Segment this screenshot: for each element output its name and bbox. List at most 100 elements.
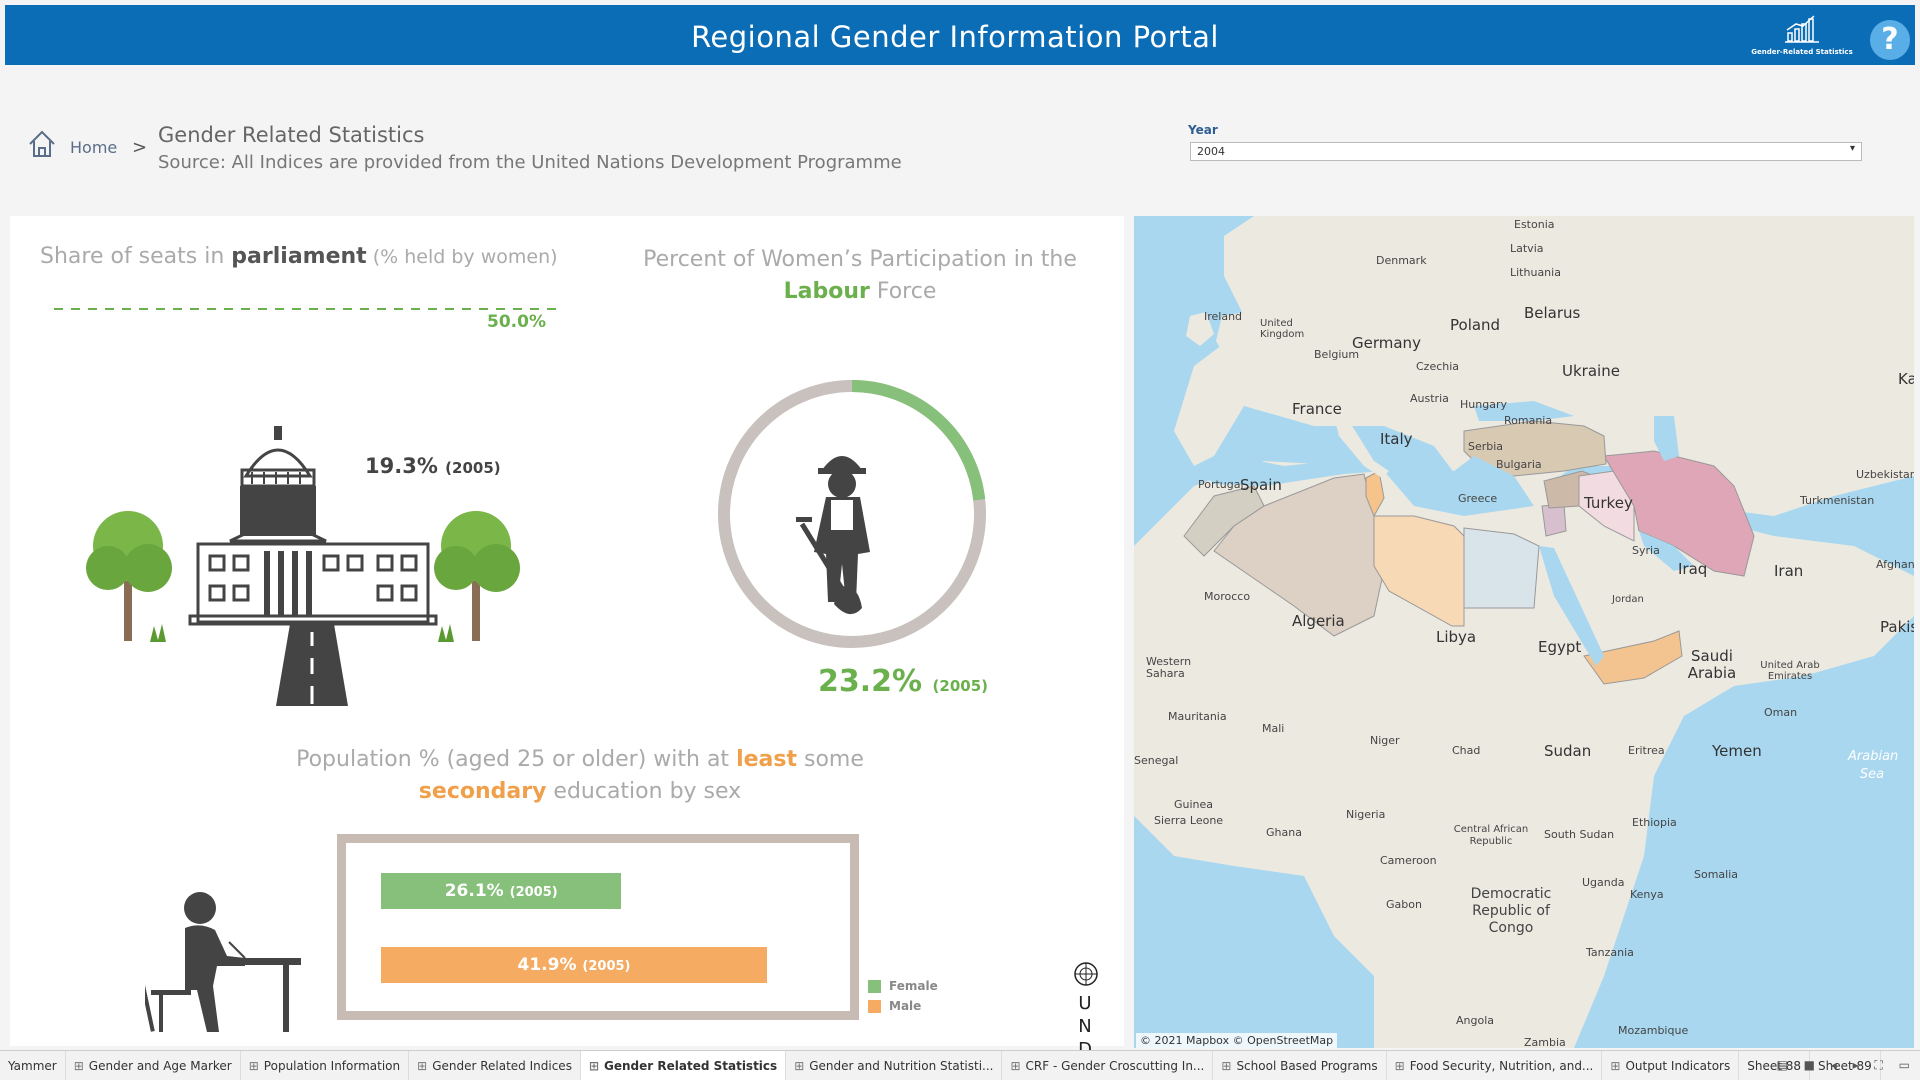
sheet-tab[interactable]: ⊞ CRF - Gender Croscutting In... [1002, 1050, 1214, 1080]
legend-female: Female [868, 976, 938, 996]
map-label-sierra-leone: Sierra Leone [1154, 814, 1224, 827]
parliament-title: Share of seats in parliament (% held by … [40, 244, 558, 269]
map-label-germany: Germany [1352, 334, 1421, 352]
map-label-niger: Niger [1370, 734, 1400, 747]
parliament-target-value: 50.0% [487, 312, 546, 332]
stats-logo[interactable]: Gender-Related Statistics [1747, 15, 1857, 61]
tab-controls[interactable]: ▤ ■ ◂ ▸ ⛶ ▭ [1776, 1058, 1916, 1072]
map-label-uk: United Kingdom [1260, 318, 1305, 340]
map-label-ethiopia: Ethiopia [1632, 816, 1677, 829]
map-label-turkey: Turkey [1584, 494, 1633, 512]
map-label-w-sahara: Western Sahara [1146, 655, 1192, 680]
map-label-ireland: Ireland [1204, 310, 1243, 323]
sheet-tab[interactable]: Sheet 89 [1810, 1050, 1881, 1080]
home-icon[interactable] [26, 128, 58, 160]
year-dropdown[interactable]: 2004 ▾ [1190, 142, 1862, 161]
un-emblem-icon [1074, 962, 1098, 986]
map-label-libya: Libya [1436, 628, 1477, 646]
map-label-arabian-sea: Arabian Sea [1848, 749, 1899, 782]
map-label-uae: United Arab Emirates [1760, 660, 1820, 682]
year-dropdown-value: 2004 [1197, 145, 1225, 158]
labour-value: 23.2% (2005) [818, 664, 988, 699]
tree-right-icon [434, 511, 520, 642]
sheet-tab-label: Sheet 88 [1747, 1058, 1801, 1073]
breadcrumb-separator: > [132, 137, 148, 158]
map-label-gabon: Gabon [1386, 898, 1422, 911]
map-basemap [1134, 216, 1914, 1048]
map-label-belgium: Belgium [1314, 348, 1360, 361]
sheet-tab-label: Yammer [8, 1058, 57, 1073]
map-label-mozambique: Mozambique [1618, 1024, 1689, 1037]
sheet-tab[interactable]: ⊞ Gender Related Indices [409, 1050, 581, 1080]
sheet-tab-label: Output Indicators [1625, 1058, 1731, 1073]
map-label-austria: Austria [1410, 392, 1449, 405]
sheet-tab[interactable]: ⊞ School Based Programs [1213, 1050, 1387, 1080]
sheet-tab[interactable]: ⊞ Gender Related Statistics [580, 1050, 787, 1080]
home-link[interactable]: Home [70, 138, 118, 157]
libya-shape [1373, 515, 1465, 627]
dashboard-grid-icon: ⊞ [1221, 1058, 1232, 1073]
sheet-tab[interactable]: Sheet 88 [1739, 1050, 1810, 1080]
education-title: Population % (aged 25 or older) with at … [296, 747, 864, 804]
map-label-ukraine: Ukraine [1562, 362, 1620, 380]
parliament-value: 19.3% (2005) [365, 454, 501, 478]
sheet-tab-label: Population Information [263, 1058, 401, 1073]
map-label-belarus: Belarus [1524, 304, 1581, 322]
map-label-mali: Mali [1262, 722, 1285, 735]
sheet-tab-label: Sheet 89 [1818, 1058, 1872, 1073]
map-label-somalia: Somalia [1694, 868, 1739, 881]
sheet-tab[interactable]: Yammer [0, 1050, 66, 1080]
sheet-tab[interactable]: ⊞ Gender and Nutrition Statisti... [786, 1050, 1003, 1080]
map-label-tanzania: Tanzania [1586, 946, 1634, 959]
chevron-down-icon[interactable]: ▾ [1849, 143, 1855, 154]
map-label-zambia: Zambia [1524, 1036, 1566, 1048]
labour-donut-arc [718, 380, 986, 648]
map-label-serbia: Serbia [1468, 440, 1504, 453]
logo-caption: Gender-Related Statistics [1751, 48, 1853, 56]
map-attribution[interactable]: © 2021 Mapbox © OpenStreetMap [1136, 1033, 1338, 1048]
map-label-turkmenistan: Turkmenistan [1800, 494, 1875, 507]
help-button[interactable]: ? [1870, 20, 1910, 60]
map-label-senegal: Senegal [1134, 754, 1179, 767]
map-label-drc: Democratic Republic of Congo [1470, 886, 1552, 936]
bar-chart-icon [1785, 15, 1819, 43]
dashboard-grid-icon: ⊞ [248, 1058, 259, 1073]
sheet-tab-label: Gender Related Indices [432, 1058, 572, 1073]
map-label-eritrea: Eritrea [1628, 744, 1665, 757]
dashboard-grid-icon: ⊞ [1010, 1058, 1021, 1073]
iran-shape [1603, 450, 1755, 577]
map-label-lithuania: Lithuania [1510, 266, 1561, 279]
map-label-latvia: Latvia [1510, 242, 1544, 255]
page-title: Gender Related Statistics [158, 123, 425, 147]
map-label-bulgaria: Bulgaria [1496, 458, 1542, 471]
map-label-cameroon: Cameroon [1380, 854, 1437, 867]
female-education-bar: 26.1% (2005) [381, 873, 622, 909]
map-label-south-sudan: South Sudan [1544, 828, 1615, 841]
sheet-tab[interactable]: ⊞ Population Information [241, 1050, 410, 1080]
map-label-oman: Oman [1764, 706, 1798, 719]
map-label-mauritania: Mauritania [1168, 710, 1227, 723]
map-label-estonia: Estonia [1514, 218, 1555, 231]
map-label-italy: Italy [1380, 430, 1413, 448]
sheet-tab[interactable]: ⊞ Gender and Age Marker [66, 1050, 241, 1080]
labour-title: Percent of Women’s Participation in the … [643, 247, 1077, 304]
map-label-greece: Greece [1458, 492, 1498, 505]
map-label-hungary: Hungary [1460, 398, 1507, 411]
map-label-denmark: Denmark [1376, 254, 1427, 267]
region-map[interactable]: Estonia Latvia Denmark Lithuania Belarus… [1134, 216, 1914, 1048]
sheet-tab-label: CRF - Gender Croscutting In... [1025, 1058, 1205, 1073]
sheet-tab[interactable]: ⊞ Food Security, Nutrition, and... [1387, 1050, 1603, 1080]
education-chart-frame [337, 834, 859, 1020]
student-desk-icon [145, 892, 301, 1032]
legend-male: Male [868, 996, 938, 1016]
map-label-car: Central African Republic [1453, 824, 1529, 847]
map-label-ghana: Ghana [1266, 826, 1302, 839]
map-label-kenya: Kenya [1630, 888, 1664, 901]
map-label-chad: Chad [1452, 744, 1481, 757]
map-label-ka: Ka [1898, 370, 1914, 388]
map-label-iran: Iran [1774, 562, 1804, 580]
sheet-tab[interactable]: ⊞ Output Indicators [1602, 1050, 1740, 1080]
stats-panel: Share of seats in parliament (% held by … [10, 216, 1124, 1080]
female-worker-icon [796, 456, 870, 615]
map-label-jordan: Jordan [1612, 594, 1644, 605]
